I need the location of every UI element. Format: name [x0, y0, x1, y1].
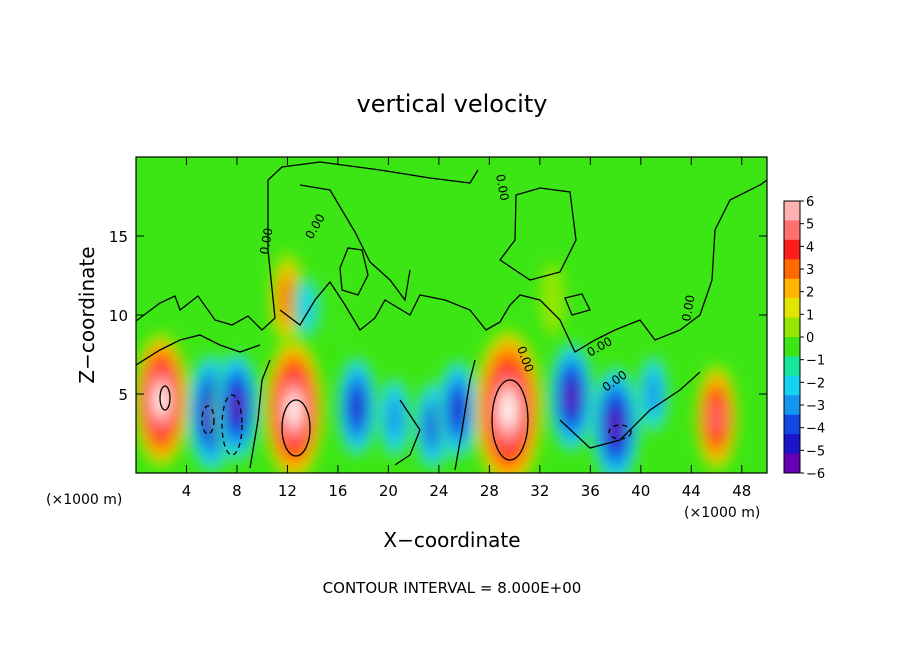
- field-cell: [297, 282, 316, 332]
- velocity-field: [136, 251, 738, 473]
- colorbar-swatch: [784, 356, 800, 377]
- colorbar-tick-label: −3: [806, 399, 825, 414]
- core-contour: [491, 379, 529, 461]
- contour-label: 0.00: [257, 227, 275, 256]
- plot-area: [136, 157, 767, 473]
- colorbar-tick-label: −2: [806, 376, 825, 391]
- x-tick-label: 32: [530, 482, 549, 500]
- colorbar-swatch: [784, 453, 800, 474]
- colorbar-tick-label: 4: [806, 240, 814, 255]
- colorbar-tick-label: 3: [806, 263, 814, 278]
- field-cell: [540, 262, 565, 336]
- colorbar-swatch: [784, 278, 800, 299]
- x-tick-label: 4: [182, 482, 192, 500]
- x-tick-label: 44: [682, 482, 701, 500]
- contour-label: 0.00: [493, 173, 511, 202]
- colorbar-swatch: [784, 259, 800, 280]
- colorbar-tick-label: −6: [806, 467, 825, 482]
- x-tick-label: 24: [429, 482, 448, 500]
- zero-contour: [136, 334, 261, 366]
- x-tick-label: 28: [480, 482, 499, 500]
- zero-contour: [339, 247, 369, 296]
- colorbar-swatch: [784, 298, 800, 319]
- contour-label: 0.00: [679, 294, 697, 323]
- colorbar-tick-label: 5: [806, 218, 814, 233]
- x-tick-label: 36: [581, 482, 600, 500]
- y-tick-label: 5: [118, 386, 128, 404]
- colorbar-swatch: [784, 220, 800, 241]
- chart-title: vertical velocity: [357, 90, 548, 118]
- colorbar-swatch: [784, 395, 800, 416]
- colorbar: 6 5 4 3 2 1 0 −1 −2 −3 −4 −5 −6: [783, 195, 825, 482]
- core-contour: [608, 424, 632, 440]
- colorbar-swatch: [784, 337, 800, 357]
- core-contour: [159, 385, 171, 411]
- x-unit-label-right: (×1000 m): [684, 505, 760, 521]
- x-tick-label: 16: [328, 482, 347, 500]
- colorbar-tick-label: −5: [806, 444, 825, 459]
- x-tick-label: 8: [232, 482, 242, 500]
- y-axis: 5 10 15: [109, 228, 767, 404]
- x-axis: 4 8 12 16 20 24 28 32 36 40 44 48: [182, 157, 751, 500]
- colorbar-tick-label: −1: [806, 354, 825, 369]
- zero-contour: [454, 359, 476, 471]
- zero-contour: [299, 184, 411, 302]
- colorbar-swatch: [784, 375, 800, 396]
- x-unit-label-left: (×1000 m): [46, 492, 122, 508]
- field-cell: [452, 394, 464, 425]
- zero-contour: [394, 399, 421, 466]
- core-contour: [281, 399, 311, 457]
- colorbar-swatch: [784, 317, 800, 338]
- field-cell: [324, 268, 352, 346]
- colorbar-tick-label: 6: [806, 195, 814, 210]
- colorbar-swatch: [784, 239, 800, 260]
- field-cell: [566, 383, 577, 411]
- core-contour: [221, 394, 243, 456]
- field-cell: [501, 393, 516, 427]
- contour-interval-note: CONTOUR INTERVAL = 8.000E+00: [323, 579, 582, 597]
- zero-contour: [249, 359, 271, 469]
- x-tick-label: 20: [379, 482, 398, 500]
- colorbar-tick-label: 1: [806, 308, 814, 323]
- field-cell: [231, 393, 243, 421]
- zero-contour: [499, 187, 577, 281]
- x-axis-label: X−coordinate: [383, 528, 520, 552]
- field-cell: [351, 391, 363, 422]
- contour-lines: [136, 161, 767, 471]
- colorbar-swatch: [784, 201, 800, 221]
- field-cell: [646, 374, 661, 414]
- field-cell: [710, 402, 723, 433]
- zero-contour: [136, 161, 479, 331]
- colorbar-swatch: [784, 414, 800, 435]
- zero-contour: [279, 179, 767, 353]
- x-tick-label: 40: [631, 482, 650, 500]
- colorbar-tick-label: 2: [806, 286, 814, 301]
- zero-contour: [559, 371, 701, 449]
- x-tick-label: 48: [732, 482, 751, 500]
- field-cell: [426, 408, 439, 443]
- y-tick-label: 15: [109, 228, 128, 246]
- colorbar-swatch: [784, 434, 800, 455]
- core-contour: [201, 405, 215, 435]
- colorbar-tick-label: −4: [806, 422, 825, 437]
- field-cell: [155, 386, 167, 414]
- field-cell: [387, 397, 403, 439]
- zero-contour: [564, 293, 591, 316]
- colorbar-tick-label: 0: [806, 331, 814, 346]
- field-cell: [279, 278, 296, 320]
- y-axis-label: Z−coordinate: [75, 246, 99, 383]
- y-tick-label: 10: [109, 307, 128, 325]
- x-tick-label: 12: [278, 482, 297, 500]
